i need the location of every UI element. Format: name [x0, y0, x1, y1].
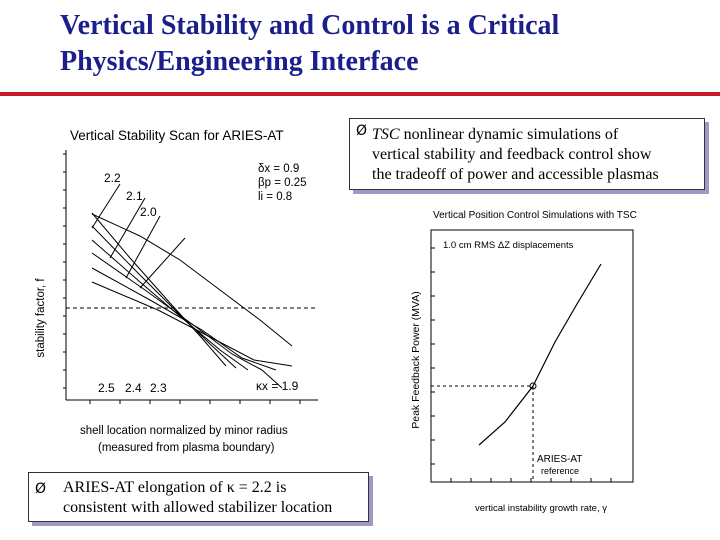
curve-label-2.5: 2.5 — [98, 381, 115, 395]
curve-k-2.0 — [91, 281, 293, 367]
curve-k-2.5 — [91, 212, 227, 367]
tsc-bullet-line-2: vertical stability and feedback control … — [372, 146, 652, 163]
stability-chart-ylabel: stability factor, f — [35, 278, 47, 358]
param-delta: δx = 0.9 — [258, 163, 299, 175]
bullet-arrow-icon: Ø — [35, 481, 47, 497]
stability-chart-xticks — [89, 400, 301, 404]
reference-label-line-1: ARIES-AT — [537, 454, 582, 465]
curve-label-2.4: 2.4 — [125, 381, 142, 395]
elongation-bullet-line-1: ARIES-AT elongation of κ = 2.2 is — [63, 479, 287, 496]
curve-label-2.1: 2.1 — [126, 189, 143, 203]
feedback-power-curve — [478, 263, 602, 446]
curve-k-2.4 — [91, 225, 237, 369]
stability-chart-title: Vertical Stability Scan for ARIES-AT — [70, 128, 284, 143]
param-beta: βp = 0.25 — [258, 177, 307, 189]
feedback-power-chart: Vertical Position Control Simulations wi… — [410, 210, 637, 514]
slide-title: Vertical Stability and Control is a Crit… — [60, 8, 710, 80]
reference-point — [529, 382, 537, 390]
feedback-chart-title: Vertical Position Control Simulations wi… — [433, 210, 637, 221]
elongation-bullet-line-2: consistent with allowed stabilizer locat… — [63, 499, 333, 516]
stability-curves — [91, 212, 293, 371]
reference-dashed-line — [431, 385, 534, 482]
feedback-chart-xlabel: vertical instability growth rate, γ — [475, 503, 607, 514]
feedback-chart-annotation: 1.0 cm RMS ΔZ displacements — [443, 240, 574, 251]
slide-title-line-1: Vertical Stability and Control is a Crit… — [60, 10, 560, 41]
bullet-arrow-icon: Ø — [356, 123, 368, 139]
title-divider — [0, 92, 720, 96]
reference-label-line-2: reference — [541, 466, 579, 476]
tsc-bullet-box: Ø TSC nonlinear dynamic simulations of v… — [349, 118, 705, 190]
curve-label-2.2: 2.2 — [104, 171, 121, 185]
curve-label-2.0: 2.0 — [140, 205, 157, 219]
curve-k-2.1 — [91, 267, 277, 371]
feedback-chart-ylabel: Peak Feedback Power (MVA) — [410, 291, 422, 429]
curve-k-1.9 — [91, 213, 293, 347]
elongation-bullet-box: Ø ARIES-AT elongation of κ = 2.2 is cons… — [28, 472, 369, 522]
stability-scan-chart: Vertical Stability Scan for ARIES-AT sta… — [35, 128, 318, 454]
slide-title-line-2: Physics/Engineering Interface — [60, 46, 419, 77]
curve-label-2.3: 2.3 — [150, 381, 167, 395]
stability-chart-yticks — [63, 153, 66, 389]
tsc-bullet-line-1: TSC nonlinear dynamic simulations of — [372, 126, 619, 143]
stability-chart-xlabel-line-1: shell location normalized by minor radiu… — [80, 425, 288, 437]
stability-chart-xlabel-line-2: (measured from plasma boundary) — [98, 442, 275, 454]
curve-label-1.9: κx = 1.9 — [256, 379, 299, 393]
param-li: li = 0.8 — [258, 191, 292, 203]
tsc-bullet-line-3: the tradeoff of power and accessible pla… — [372, 166, 659, 183]
